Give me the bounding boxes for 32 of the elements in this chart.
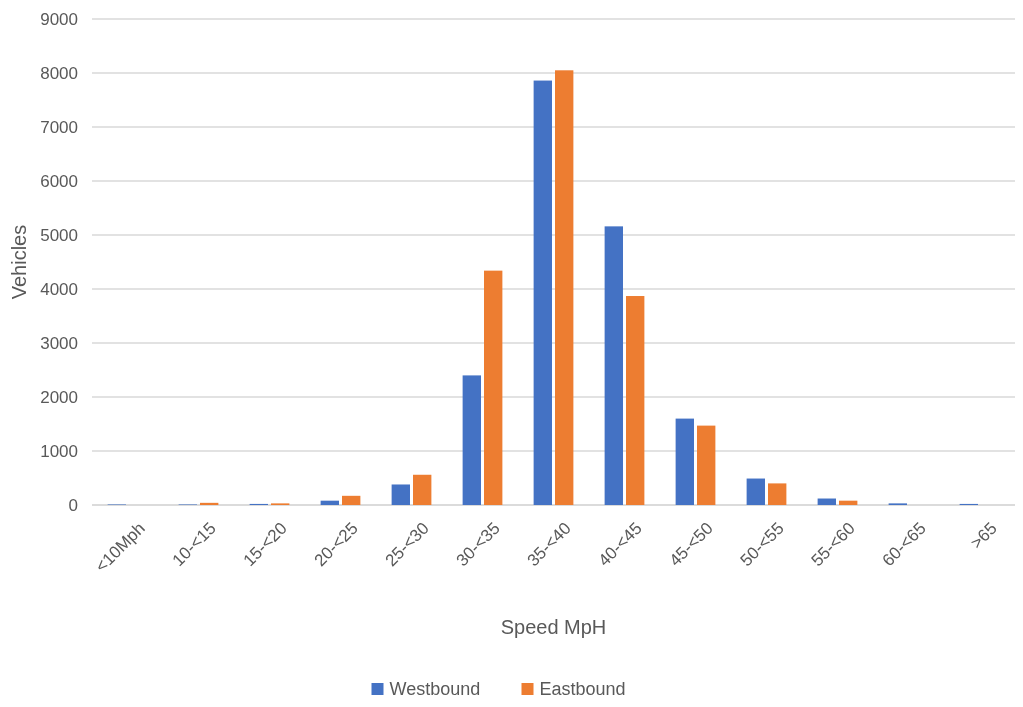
y-tick-label: 6000 (40, 171, 78, 191)
x-axis-title: Speed MpH (500, 616, 607, 638)
bar (555, 70, 574, 505)
bar (626, 296, 645, 505)
y-tick-label: 4000 (40, 279, 78, 299)
y-tick-label: 8000 (40, 63, 78, 83)
y-tick-label: 1000 (40, 441, 78, 461)
bar (320, 500, 339, 505)
bar (200, 502, 219, 505)
bar (746, 478, 765, 505)
x-tick-label: >65 (966, 518, 1001, 553)
y-tick-label: 3000 (40, 333, 78, 353)
bar (817, 498, 836, 505)
y-tick-label: 5000 (40, 225, 78, 245)
bar (413, 474, 432, 505)
bar (604, 226, 623, 505)
y-tick-label: 9000 (40, 9, 78, 29)
bar (342, 495, 361, 505)
bar (484, 270, 503, 505)
bar (697, 425, 716, 505)
bar (768, 483, 787, 505)
bar (462, 375, 481, 505)
legend-label: Eastbound (539, 679, 626, 700)
bar (839, 500, 858, 505)
y-tick-label: 2000 (40, 387, 78, 407)
bar (391, 484, 410, 505)
y-axis-title: Vehicles (8, 224, 30, 300)
bar (675, 418, 694, 505)
y-tick-label: 0 (68, 495, 78, 515)
y-tick-label: 7000 (40, 117, 78, 137)
legend-label: Westbound (389, 679, 481, 700)
bar (533, 80, 552, 505)
